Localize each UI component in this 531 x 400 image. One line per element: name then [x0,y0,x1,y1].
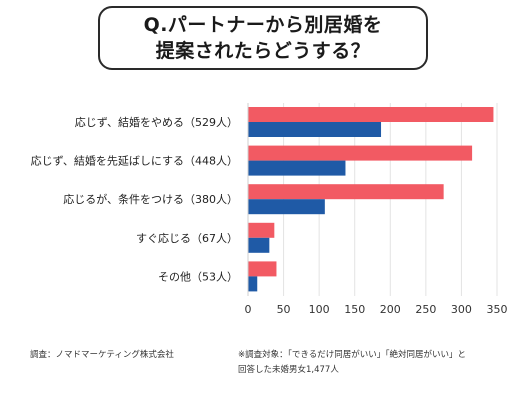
category-label: 応じず、結婚をやめる（529人） [75,115,238,129]
bar-series-2 [248,276,258,292]
bar-series-1 [248,222,275,238]
bar-series-1 [248,107,494,122]
x-tick-label: 350 [487,303,508,316]
x-tick-label: 0 [245,303,252,316]
category-label: 応じず、結婚を先延ばしにする（448人） [31,154,238,168]
category-label: その他（53人） [158,270,238,283]
x-tick-label: 150 [344,303,365,316]
bar-series-2 [248,237,270,253]
survey-note-line-1: ※調査対象：「できるだけ同居がいい」「絶対同居がいい」と [238,350,466,360]
x-tick-label: 250 [415,303,436,316]
bar-series-1 [248,145,473,161]
category-label: 応じるが、条件をつける（380人） [63,192,238,206]
title-box: Q.パートナーから別居婚を 提案されたらどうする？ [98,6,428,70]
bar-series-2 [248,160,346,176]
source-note: 調査：ノマドマーケティング株式会社 [30,350,174,360]
title-line-2: 提案されたらどうする？ [155,40,371,62]
x-tick-label: 50 [277,303,291,316]
title-line-1: Q.パートナーから別居婚を [143,14,383,36]
x-tick-label: 300 [451,303,472,316]
x-tick-label: 100 [309,303,330,316]
bar-series-2 [248,199,325,215]
x-tick-label: 200 [380,303,401,316]
bar-series-1 [248,184,444,200]
bar-series-2 [248,122,382,137]
survey-note-line-2: 回答した未婚男女1,477人 [238,365,339,375]
category-label: すぐ応じる（67人） [136,231,238,245]
bar-series-1 [248,261,277,277]
